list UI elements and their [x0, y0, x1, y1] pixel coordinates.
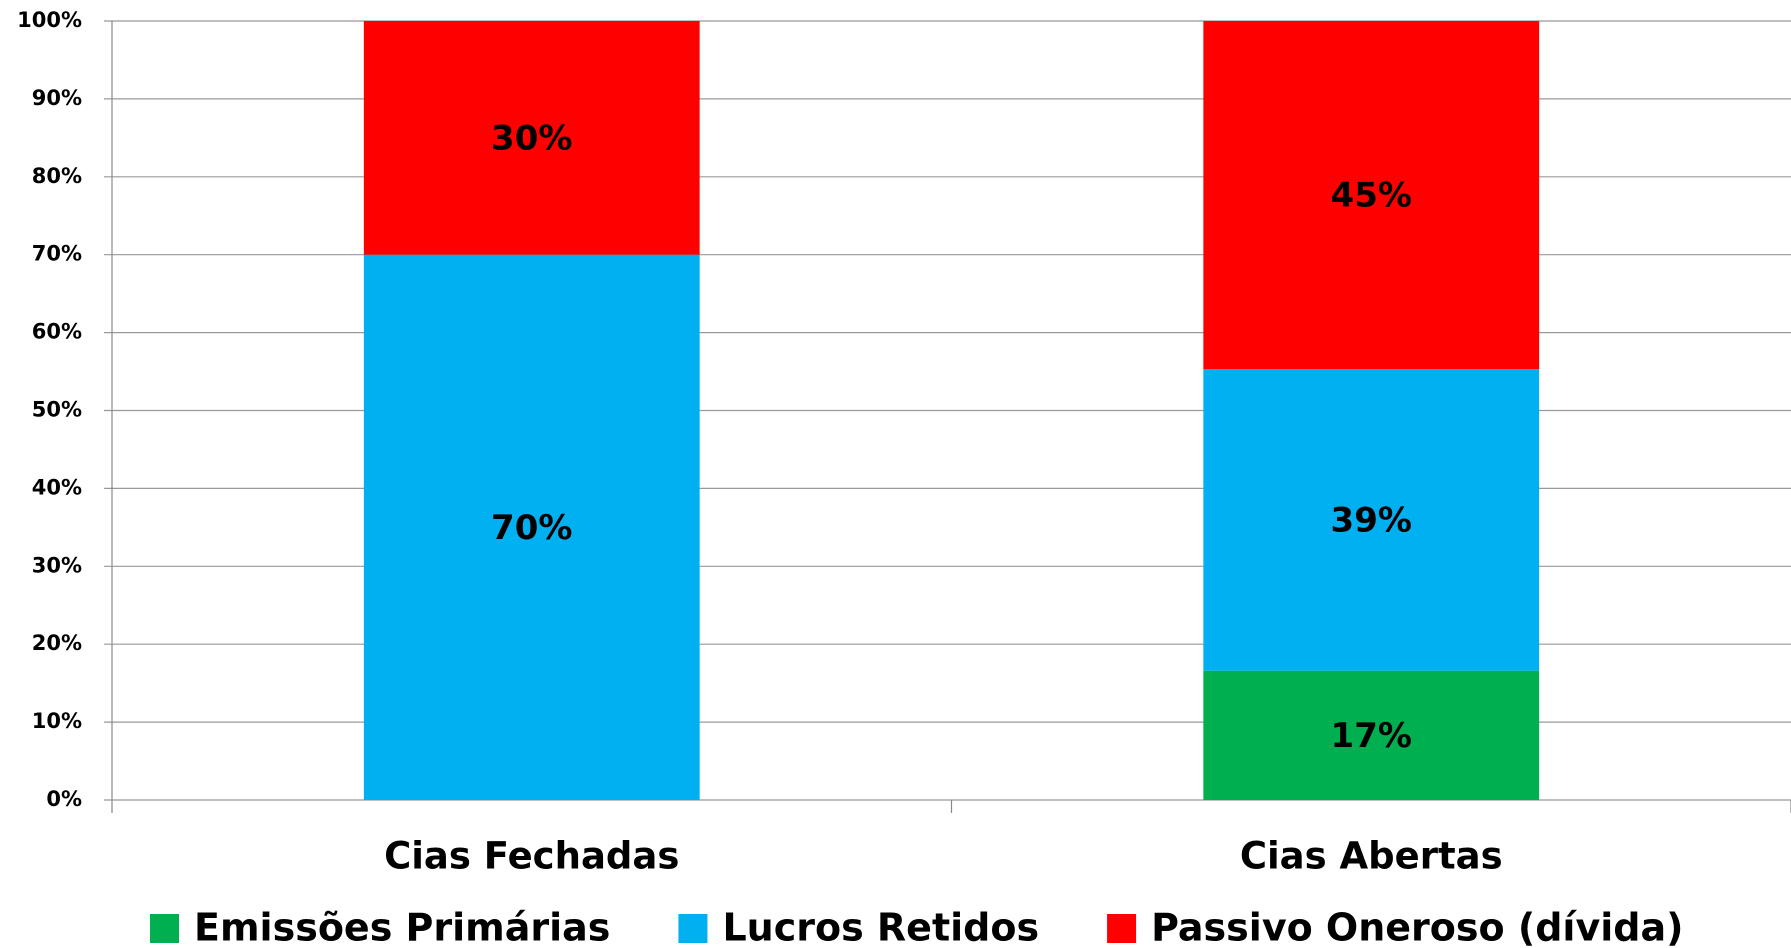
- data-label: 45%: [1331, 176, 1412, 216]
- y-tick-label: 60%: [32, 320, 82, 344]
- legend-swatch: [150, 914, 179, 943]
- y-tick-label: 90%: [32, 86, 82, 110]
- legend-label: Passivo Oneroso (dívida): [1151, 906, 1683, 948]
- bar-segment: [1203, 369, 1540, 671]
- x-tick-label: Cias Fechadas: [384, 835, 679, 878]
- legend-swatch: [1107, 914, 1137, 943]
- bar-segment: [1203, 670, 1540, 800]
- legend-label: Lucros Retidos: [722, 906, 1039, 948]
- y-tick-label: 50%: [32, 398, 82, 422]
- y-tick-label: 20%: [32, 631, 82, 655]
- data-label: 39%: [1331, 500, 1412, 540]
- y-tick-label: 80%: [32, 164, 82, 188]
- y-tick-label: 70%: [32, 242, 82, 266]
- x-tick-label: Cias Abertas: [1240, 835, 1503, 878]
- legend-swatch: [678, 914, 708, 943]
- y-tick-label: 40%: [32, 475, 82, 499]
- bar-segment: [363, 254, 700, 800]
- data-label: 30%: [491, 118, 572, 158]
- y-tick-label: 100%: [17, 8, 82, 32]
- bar-segment: [1203, 21, 1540, 370]
- data-label: 70%: [491, 508, 572, 548]
- y-tick-label: 0%: [46, 787, 82, 811]
- y-tick-label: 10%: [32, 709, 82, 733]
- data-label: 17%: [1331, 716, 1412, 756]
- legend-label: Emissões Primárias: [194, 906, 610, 948]
- bar-segment: [363, 21, 700, 255]
- y-tick-label: 30%: [32, 553, 82, 577]
